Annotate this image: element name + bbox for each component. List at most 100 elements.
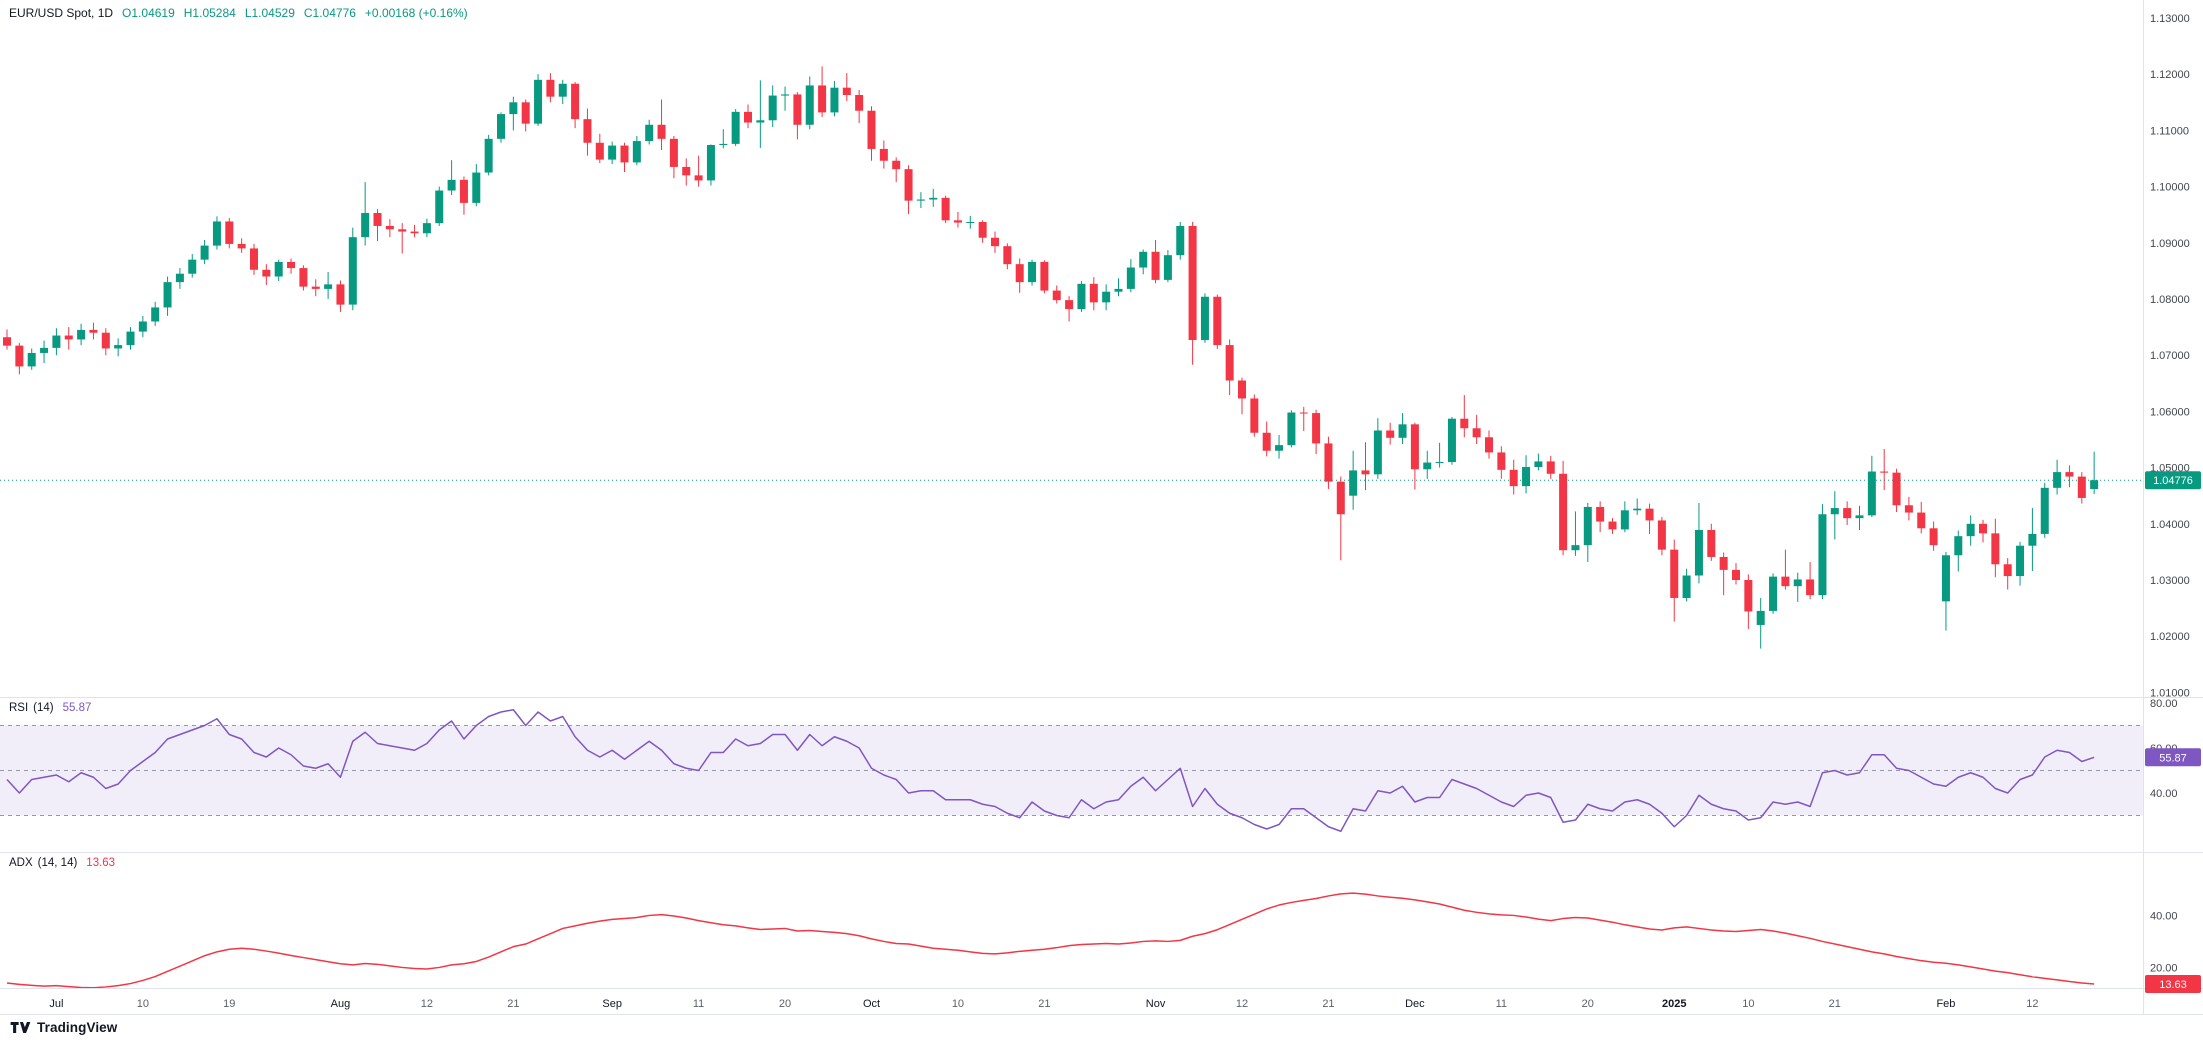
tradingview-brand[interactable]: TradingView xyxy=(37,1020,118,1035)
price-scale[interactable] xyxy=(2143,0,2203,1014)
candle-body xyxy=(1386,430,1395,438)
candle-body xyxy=(546,79,555,97)
candle-body xyxy=(435,190,444,224)
candle-body xyxy=(138,321,147,332)
candle-body xyxy=(1769,576,1778,611)
candle-body xyxy=(1287,412,1296,446)
candle-body xyxy=(1065,300,1074,310)
candle-body xyxy=(744,111,752,123)
time-axis-label: 10 xyxy=(1742,998,1754,1010)
time-axis-label: 12 xyxy=(421,998,433,1010)
rsi-badge-text: 55.87 xyxy=(2159,752,2187,764)
adx-pane-label: ADX (14, 14) 13.63 xyxy=(9,857,115,869)
candle-body xyxy=(1991,533,2000,565)
adx-title[interactable]: ADX xyxy=(9,857,33,869)
price-axis-label: 1.01000 xyxy=(2150,687,2190,699)
candle-body xyxy=(287,261,296,269)
candle-body xyxy=(991,237,999,247)
footer-bar: TradingView xyxy=(10,1019,117,1036)
candle-body xyxy=(1657,520,1666,550)
rsi-title[interactable]: RSI xyxy=(9,702,29,714)
candle-body xyxy=(1238,380,1246,399)
candle-body xyxy=(916,199,925,201)
symbol-title[interactable]: EUR/USD Spot, 1D xyxy=(9,6,114,20)
candle-body xyxy=(1460,418,1469,429)
adx-params: (14, 14) xyxy=(37,857,78,869)
candle-body xyxy=(472,172,481,203)
candle-body xyxy=(1880,471,1889,473)
candle-body xyxy=(842,87,851,95)
time-scale[interactable] xyxy=(0,988,2143,1014)
candle-body xyxy=(682,166,691,176)
candle-body xyxy=(188,259,197,274)
candle-body xyxy=(805,85,814,125)
candle-body xyxy=(1410,424,1419,470)
candle-body xyxy=(361,213,370,238)
price-axis-label: 1.06000 xyxy=(2150,406,2190,418)
time-axis-label: Oct xyxy=(863,998,880,1010)
tradingview-logo-icon[interactable] xyxy=(10,1019,31,1036)
candle-body xyxy=(1373,430,1382,475)
candle-body xyxy=(879,148,888,161)
time-axis-label: 12 xyxy=(1236,998,1248,1010)
candle-body xyxy=(830,87,839,113)
candle-body xyxy=(101,332,110,349)
candle-body xyxy=(1670,549,1679,598)
candle-body xyxy=(114,345,123,349)
candle-body xyxy=(1151,251,1160,280)
time-axis-label: 10 xyxy=(137,998,149,1010)
time-axis-label: 19 xyxy=(223,998,235,1010)
adx-badge xyxy=(2145,975,2201,993)
candle-body xyxy=(1979,523,1987,534)
candle-body xyxy=(77,329,86,340)
rsi-axis-label: 80.00 xyxy=(2150,698,2178,710)
candle-body xyxy=(1509,469,1518,487)
candle-body xyxy=(1299,412,1308,414)
candle-body xyxy=(1361,470,1370,475)
candle-body xyxy=(64,335,73,340)
candle-body xyxy=(126,331,135,346)
candle-body xyxy=(1781,576,1790,587)
ohlc-change: +0.00168 (+0.16%) xyxy=(364,6,468,20)
candle-body xyxy=(200,245,209,260)
candle-body xyxy=(1188,225,1197,341)
candle-body xyxy=(781,94,790,96)
candle-body xyxy=(1213,296,1222,346)
candle-body xyxy=(1941,555,1950,602)
candle-body xyxy=(1102,291,1111,303)
candle-body xyxy=(1447,418,1456,462)
candle-body xyxy=(1015,264,1024,283)
candle-body xyxy=(1929,528,1938,546)
candle-body xyxy=(2028,533,2037,546)
candle-body xyxy=(929,197,938,200)
candle-body xyxy=(422,223,431,234)
rsi-params: (14) xyxy=(33,702,54,714)
candle-body xyxy=(645,124,654,142)
candle-body xyxy=(324,284,333,289)
ohlc-open: O1.04619 xyxy=(122,6,175,20)
candle-body xyxy=(1003,246,1012,265)
price-axis-label: 1.11000 xyxy=(2150,125,2189,137)
time-axis-label: Aug xyxy=(331,998,351,1010)
candle-body xyxy=(1349,470,1358,496)
candle-body xyxy=(1225,345,1234,381)
candle-body xyxy=(1336,481,1345,515)
candle-body xyxy=(793,94,802,125)
candle-body xyxy=(1028,261,1037,283)
candle-body xyxy=(15,345,24,367)
time-axis-label: 20 xyxy=(779,998,791,1010)
candle-body xyxy=(1867,471,1876,516)
candle-body xyxy=(1596,506,1605,522)
price-axis-label: 1.13000 xyxy=(2150,13,2190,25)
rsi-line xyxy=(6,709,2095,832)
time-axis-label: 20 xyxy=(1582,998,1594,1010)
candle-body xyxy=(2090,480,2099,490)
candle-body xyxy=(2003,564,2012,577)
time-axis-label: Dec xyxy=(1405,998,1425,1010)
candle-body xyxy=(212,221,221,246)
rsi-value: 55.87 xyxy=(62,702,92,714)
candle-body xyxy=(1546,461,1555,474)
candle-body xyxy=(2065,472,2074,477)
